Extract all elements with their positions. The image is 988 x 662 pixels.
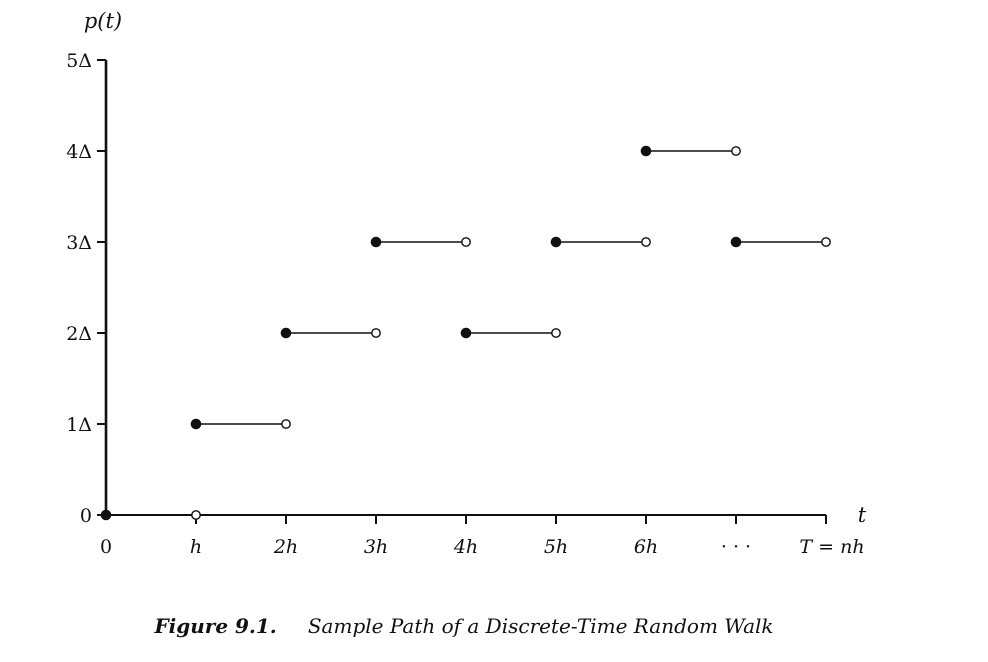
caption-prefix: Figure 9.1. <box>153 614 276 638</box>
x-tick-label: 2h <box>273 536 298 558</box>
ticks: 0 1Δ 2Δ 3Δ 4Δ 5Δ 0 h 2h 3h 4h 5h 6h · · · T = nh <box>66 50 864 558</box>
figure-caption: Figure 9.1. Sample Path of a Discrete-Ti… <box>153 614 773 638</box>
step-start-point-7 <box>730 236 742 248</box>
step-end-point-6 <box>731 146 741 156</box>
x-tick-label: 3h <box>364 536 388 558</box>
step-start-point-2 <box>280 327 292 339</box>
x-tick-label: 4h <box>453 536 478 558</box>
y-tick-label: 2Δ <box>66 323 92 345</box>
step-start-point-0 <box>100 509 112 521</box>
axes <box>104 60 826 516</box>
step-start-point-3 <box>370 236 382 248</box>
y-axis-label: p(t) <box>84 9 122 33</box>
step-end-point-2 <box>371 328 381 338</box>
y-tick-label: 4Δ <box>66 141 92 163</box>
step-end-point-7 <box>821 237 831 247</box>
step-start-point-5 <box>550 236 562 248</box>
x-tick-label: h <box>190 536 202 558</box>
y-tick-label: 5Δ <box>66 50 92 72</box>
x-axis-label: t <box>858 503 867 527</box>
y-tick-label: 0 <box>80 505 92 527</box>
x-tick-label: T = nh <box>799 536 864 558</box>
step-end-point-3 <box>461 237 471 247</box>
step-end-point-1 <box>281 419 291 429</box>
x-tick-label: 6h <box>634 536 658 558</box>
x-tick-label: 5h <box>544 536 568 558</box>
caption-text: Sample Path of a Discrete-Time Random Wa… <box>308 614 774 638</box>
step-start-point-4 <box>460 327 472 339</box>
y-tick-label: 3Δ <box>66 232 92 254</box>
step-start-point-6 <box>640 145 652 157</box>
x-tick-label: · · · <box>721 536 751 558</box>
y-tick-label: 1Δ <box>66 414 92 436</box>
step-end-point-4 <box>551 328 561 338</box>
step-segments <box>100 145 831 521</box>
step-start-point-1 <box>190 418 202 430</box>
step-end-point-5 <box>641 237 651 247</box>
x-tick-label: 0 <box>100 536 112 558</box>
step-end-point-0 <box>191 510 201 520</box>
